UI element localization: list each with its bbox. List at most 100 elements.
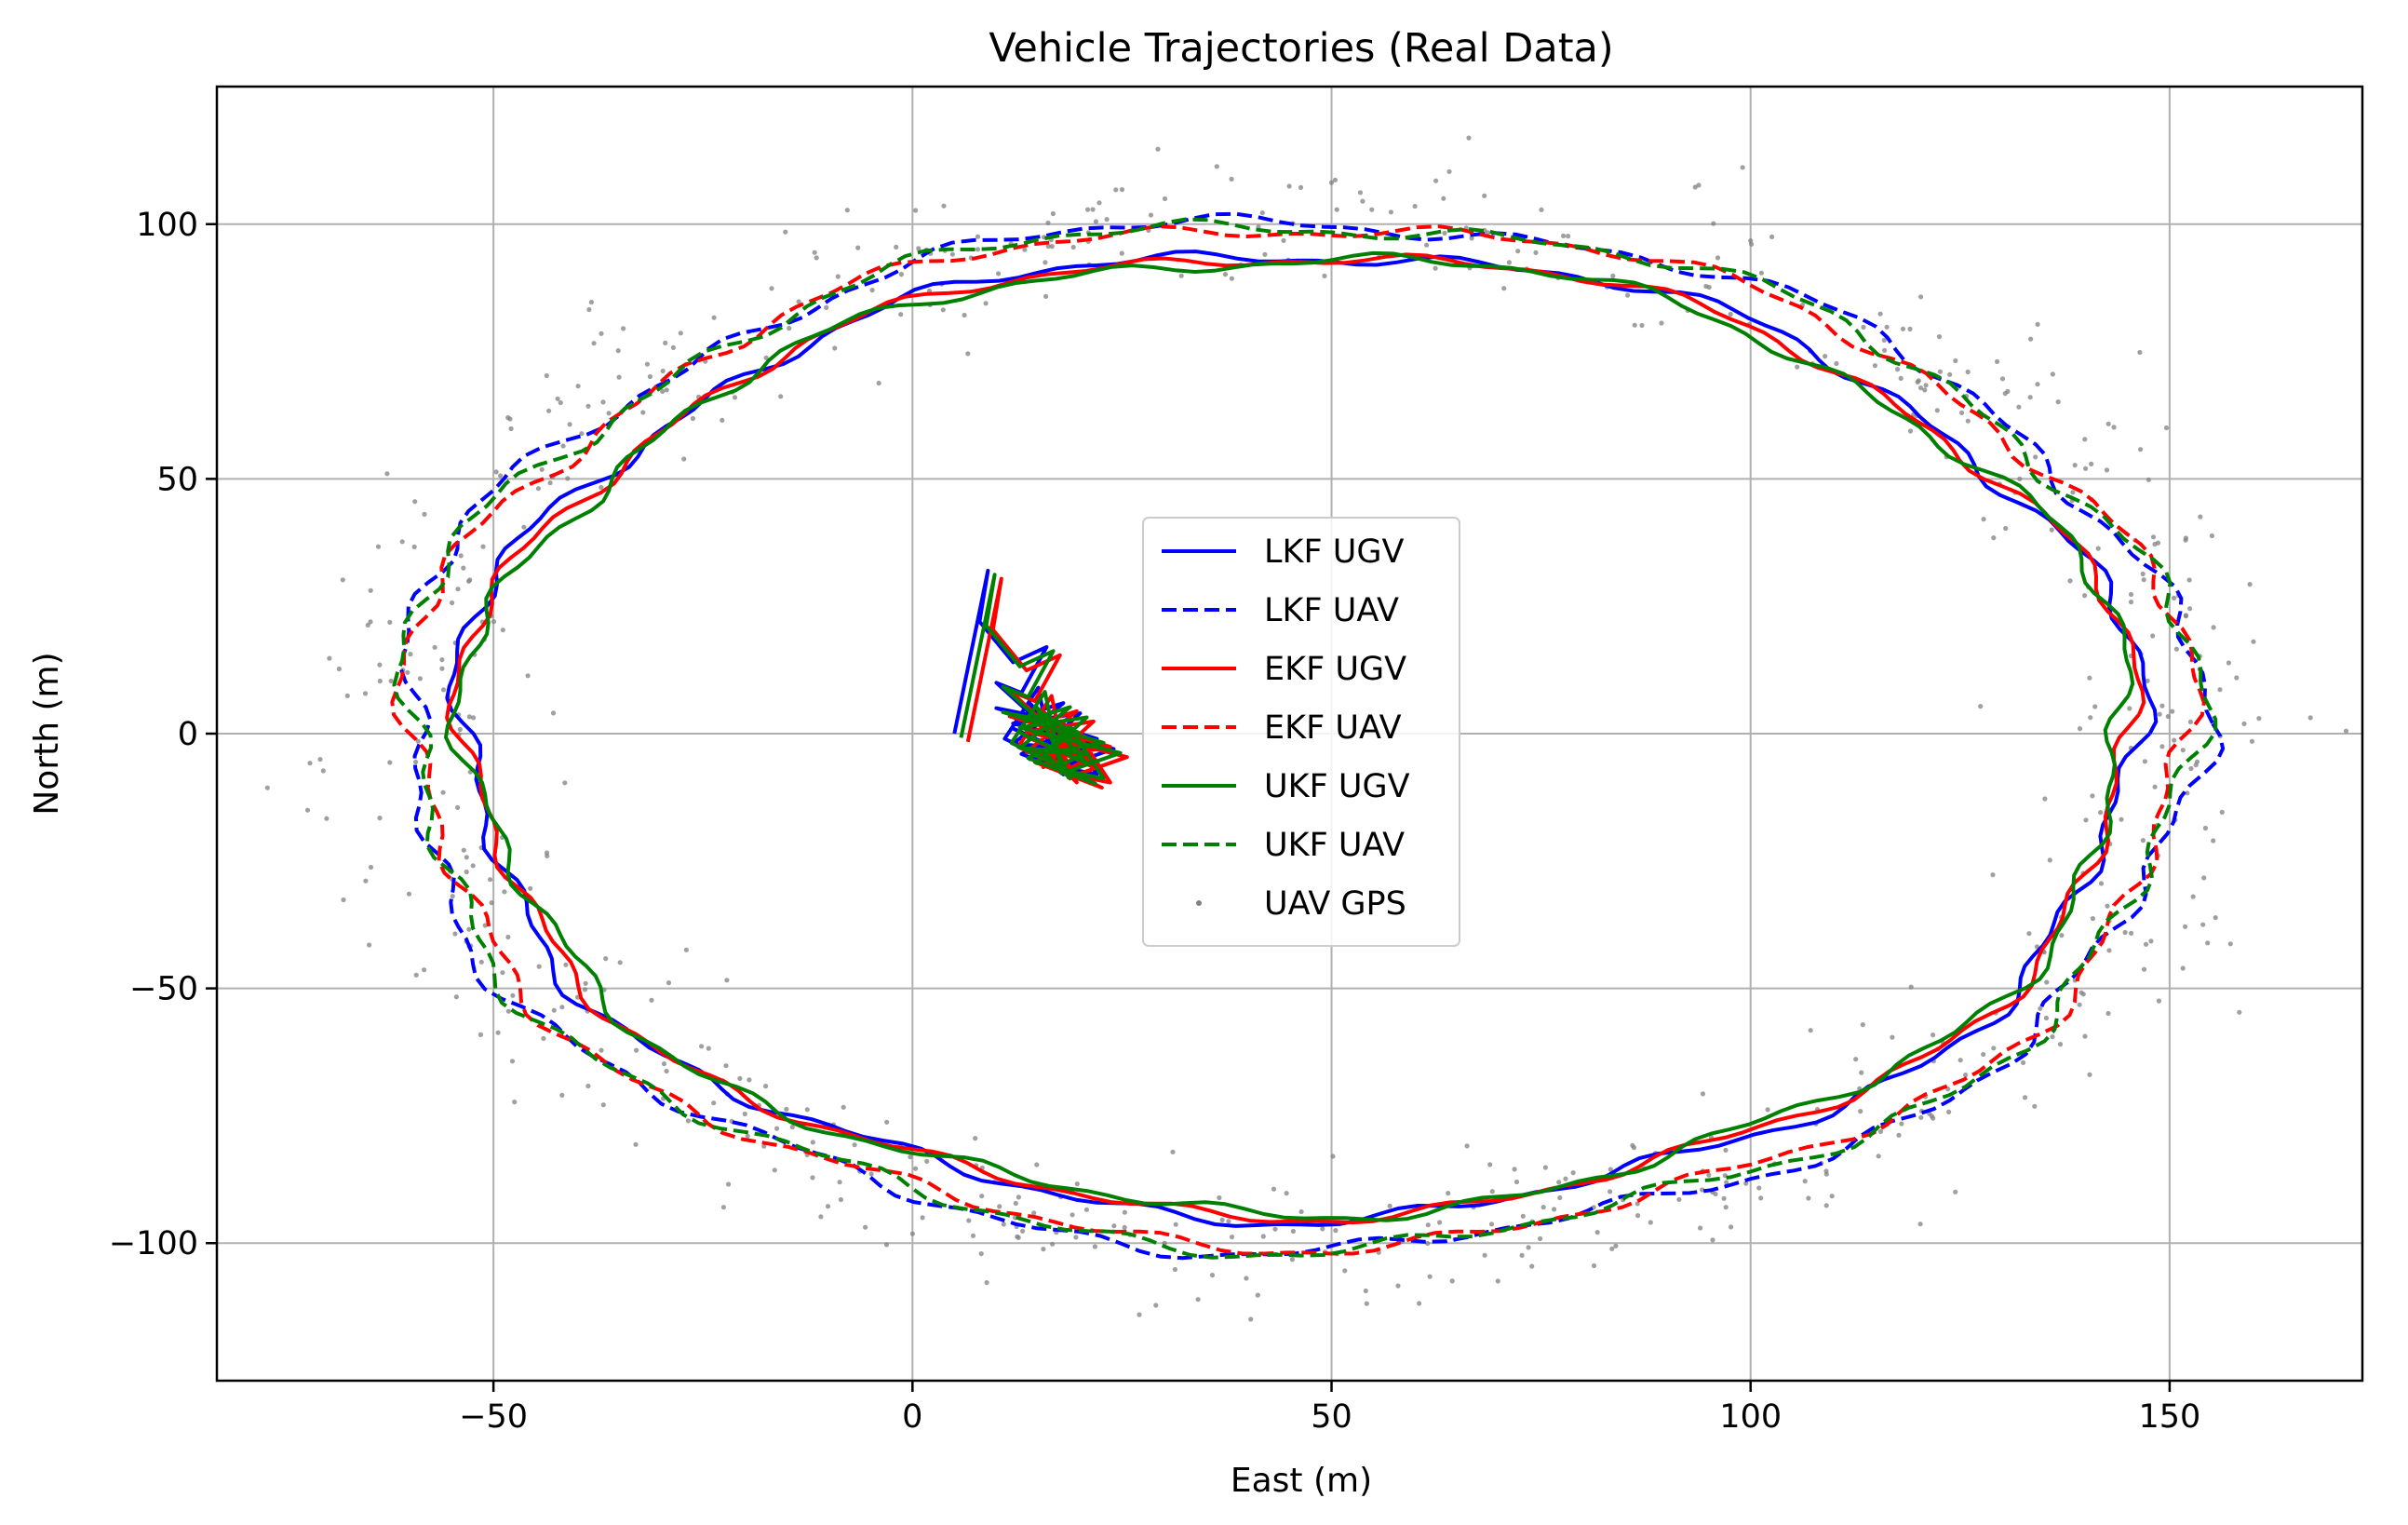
gps-point — [411, 544, 417, 550]
gps-point — [852, 1142, 857, 1148]
gps-point — [2159, 744, 2165, 749]
gps-point — [539, 466, 545, 472]
gps-point — [621, 326, 626, 331]
gps-point — [2077, 1002, 2082, 1007]
gps-point — [1930, 1032, 1936, 1038]
gps-point — [769, 286, 774, 291]
gps-point — [633, 1141, 639, 1147]
gps-point — [996, 271, 1002, 277]
gps-point — [678, 331, 683, 336]
gps-point — [1877, 311, 1883, 317]
gps-point — [2092, 704, 2098, 709]
gps-point — [1320, 1226, 1325, 1232]
gps-point — [2185, 790, 2190, 796]
gps-point — [541, 1035, 546, 1041]
gps-point — [742, 1111, 747, 1117]
gps-point — [909, 1231, 916, 1236]
gps-point — [415, 738, 421, 744]
gps-point — [647, 373, 653, 380]
gps-point — [1696, 182, 1702, 188]
gps-point — [480, 544, 486, 549]
gps-point — [2187, 719, 2193, 725]
gps-point — [2033, 454, 2038, 460]
gps-point — [1482, 1252, 1487, 1258]
gps-point — [2087, 675, 2092, 681]
gps-point — [1749, 241, 1755, 247]
gps-point — [2193, 762, 2199, 768]
gps-point — [1111, 1223, 1117, 1229]
gps-point — [432, 644, 437, 650]
gps-point — [1395, 1283, 1401, 1289]
gps-point — [1698, 1225, 1703, 1231]
gps-point — [551, 1007, 557, 1013]
gps-point — [2038, 1005, 2043, 1011]
gps-point — [1542, 1165, 1548, 1170]
gps-point — [413, 972, 419, 978]
gps-point — [975, 247, 981, 252]
gps-point — [559, 1092, 565, 1098]
gps-point — [367, 942, 372, 948]
gps-point — [649, 997, 654, 1003]
gps-point — [1981, 517, 1986, 522]
gps-point — [2146, 477, 2151, 482]
gps-point — [1330, 1154, 1336, 1159]
gps-point — [1729, 1224, 1734, 1230]
gps-point — [1823, 1203, 1829, 1208]
gps-point — [1045, 220, 1051, 225]
gps-point — [1981, 1051, 1986, 1058]
gps-point — [837, 1180, 842, 1185]
gps-point — [461, 847, 466, 853]
gps-point — [1795, 364, 1800, 370]
gps-point — [2234, 675, 2240, 681]
gps-point — [500, 628, 505, 633]
gps-point — [1298, 1208, 1304, 1215]
gps-point — [2307, 715, 2313, 721]
gps-point — [536, 964, 542, 969]
gps-point — [2106, 948, 2112, 953]
gps-point — [670, 344, 677, 350]
gps-point — [1706, 1172, 1712, 1178]
gps-point — [565, 476, 571, 481]
gps-point — [2172, 737, 2177, 743]
gps-point — [962, 312, 967, 318]
gps-point — [1896, 1132, 1902, 1138]
gps-point — [2057, 1042, 2064, 1047]
gps-point — [1711, 221, 1716, 226]
gps-point — [1043, 260, 1048, 265]
gps-point — [600, 399, 606, 405]
gps-point — [2098, 881, 2105, 886]
gps-point — [1917, 1221, 1923, 1227]
gps-point — [377, 678, 383, 684]
gps-point — [2213, 915, 2218, 921]
gps-point — [2035, 321, 2040, 327]
gps-point — [1506, 260, 1512, 265]
gps-point — [2170, 709, 2175, 714]
gps-point — [1881, 337, 1887, 343]
gps-point — [723, 1063, 729, 1069]
gps-point — [1953, 1189, 1958, 1194]
gps-point — [1648, 1220, 1653, 1225]
gps-point — [586, 306, 592, 313]
gps-point — [2247, 582, 2253, 587]
gps-point — [1034, 1162, 1040, 1167]
gps-point — [824, 304, 829, 310]
gps-point — [1556, 1180, 1562, 1185]
gps-point — [1936, 334, 1943, 340]
gps-point — [368, 587, 373, 593]
gps-point — [1041, 1247, 1046, 1252]
gps-point — [664, 387, 669, 393]
legend-label: EKF UAV — [1264, 709, 1402, 747]
gps-point — [2035, 382, 2040, 387]
gps-point — [452, 931, 458, 937]
gps-point — [585, 1083, 591, 1089]
gps-point — [453, 994, 459, 1000]
gps-point — [1226, 1219, 1231, 1224]
gps-point — [304, 807, 311, 813]
gps-point — [2016, 404, 2022, 410]
gps-point — [2128, 600, 2134, 605]
gps-point — [1540, 1205, 1546, 1210]
gps-point — [2209, 533, 2214, 539]
gps-point — [1050, 210, 1056, 217]
gps-point — [1570, 1170, 1576, 1176]
gps-point — [377, 662, 383, 668]
